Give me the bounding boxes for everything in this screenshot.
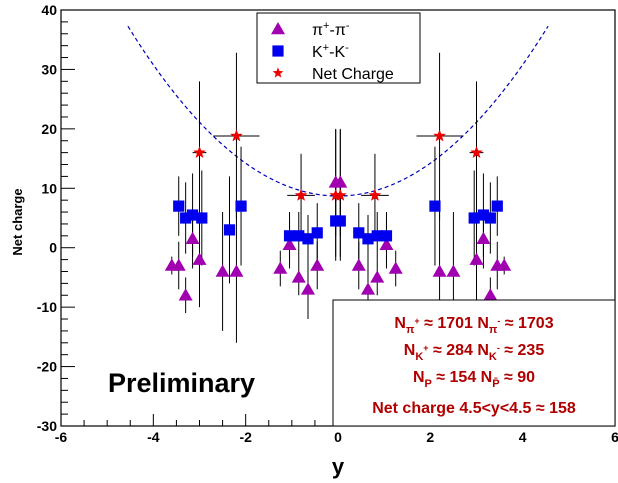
kaon-point xyxy=(283,230,296,242)
x-tick-label: -2 xyxy=(239,429,252,445)
y-axis-title: Net charge xyxy=(10,188,25,255)
pion-point xyxy=(469,252,484,265)
y-tick-label: 10 xyxy=(41,180,57,196)
legend-label: K+-K- xyxy=(312,42,349,61)
net-charge-point xyxy=(433,129,446,142)
y-tick-label: 40 xyxy=(41,2,57,18)
kaon-point xyxy=(491,200,503,212)
info-box-frame xyxy=(332,299,616,427)
pion-point xyxy=(446,264,461,277)
kaon-point xyxy=(380,230,393,242)
x-tick-label: -4 xyxy=(147,429,160,445)
info-box: Nπ+ ≈ 1701 Nπ- ≈ 1703 NK+ ≈ 284 NK- ≈ 235… xyxy=(332,299,616,427)
pion-point xyxy=(333,175,348,188)
preliminary-label: Preliminary xyxy=(108,368,255,398)
kaon-point xyxy=(173,200,185,212)
kaon-point xyxy=(235,200,247,212)
net-charge-point xyxy=(368,188,382,201)
info-line: Nπ+ ≈ 1701 Nπ- ≈ 1703 xyxy=(394,315,553,336)
kaon-point xyxy=(484,212,496,224)
pion-point xyxy=(291,270,306,283)
net-charge-point xyxy=(329,188,343,201)
markers-layer xyxy=(164,129,512,301)
info-line: NP ≈ 154 NP̄ ≈ 90 xyxy=(413,369,535,390)
kaon-point xyxy=(186,209,199,221)
kaon-point xyxy=(196,212,208,224)
x-tick-label: 4 xyxy=(519,429,527,445)
net-charge-point xyxy=(294,188,308,201)
legend-entry: π+-π- xyxy=(271,20,350,39)
pion-point xyxy=(178,288,193,301)
pion-point xyxy=(310,258,325,271)
legend-star-marker xyxy=(272,67,284,78)
pion-point xyxy=(432,264,447,277)
y-tick-label: -10 xyxy=(37,299,57,315)
pion-point xyxy=(476,231,491,245)
kaon-point xyxy=(429,200,441,212)
legend-entry: Net Charge xyxy=(272,66,394,83)
kaon-point xyxy=(353,227,365,239)
net-charge-point xyxy=(470,145,483,159)
x-tick-label: 6 xyxy=(611,429,618,445)
pion-point xyxy=(185,231,200,245)
pion-point xyxy=(361,282,376,295)
pion-point xyxy=(192,252,207,265)
pion-point xyxy=(215,264,230,277)
y-tick-label: 0 xyxy=(49,240,57,256)
legend-square-marker xyxy=(272,45,284,57)
legend: π+-π- K+-K- Net Charge xyxy=(256,12,421,84)
kaon-point xyxy=(468,212,480,224)
kaon-point xyxy=(334,215,346,227)
kaon-point xyxy=(311,227,323,239)
pion-point xyxy=(282,237,297,250)
pion-point xyxy=(379,237,394,250)
kaon-point xyxy=(362,233,374,245)
pion-point xyxy=(351,258,366,271)
legend-label: Net Charge xyxy=(312,66,394,83)
x-tick-label: -6 xyxy=(55,429,68,445)
x-tick-label: 0 xyxy=(334,429,342,445)
kaon-point xyxy=(223,224,236,236)
y-tick-label: -20 xyxy=(37,359,57,375)
x-tick-label: 2 xyxy=(426,429,434,445)
pion-point xyxy=(370,270,385,283)
net-charge-point xyxy=(193,145,206,159)
legend-box xyxy=(256,12,421,84)
pion-point xyxy=(300,282,315,295)
pion-point xyxy=(229,264,244,277)
legend-label: π+-π- xyxy=(312,20,350,39)
y-tick-label: 20 xyxy=(41,121,57,137)
legend-triangle-marker xyxy=(271,22,285,35)
pion-point xyxy=(497,258,512,271)
y-tick-label: 30 xyxy=(41,61,57,77)
net-charge-point xyxy=(230,129,243,142)
kaon-point xyxy=(293,230,305,242)
kaon-point xyxy=(180,212,192,224)
info-line: NK+ ≈ 284 NK- ≈ 235 xyxy=(404,342,545,363)
pion-point xyxy=(483,288,498,301)
legend-entry: K+-K- xyxy=(272,42,349,61)
net-charge-point xyxy=(333,188,347,201)
pion-point xyxy=(273,261,288,274)
pion-point xyxy=(171,258,186,271)
info-line: Net charge 4.5<y<4.5 ≈ 158 xyxy=(372,400,576,417)
kaon-point xyxy=(477,209,490,221)
x-axis-title: y xyxy=(332,454,345,479)
y-tick-label: -30 xyxy=(37,418,57,434)
kaon-point xyxy=(371,230,383,242)
pion-point xyxy=(388,261,403,274)
kaon-point xyxy=(302,233,314,245)
